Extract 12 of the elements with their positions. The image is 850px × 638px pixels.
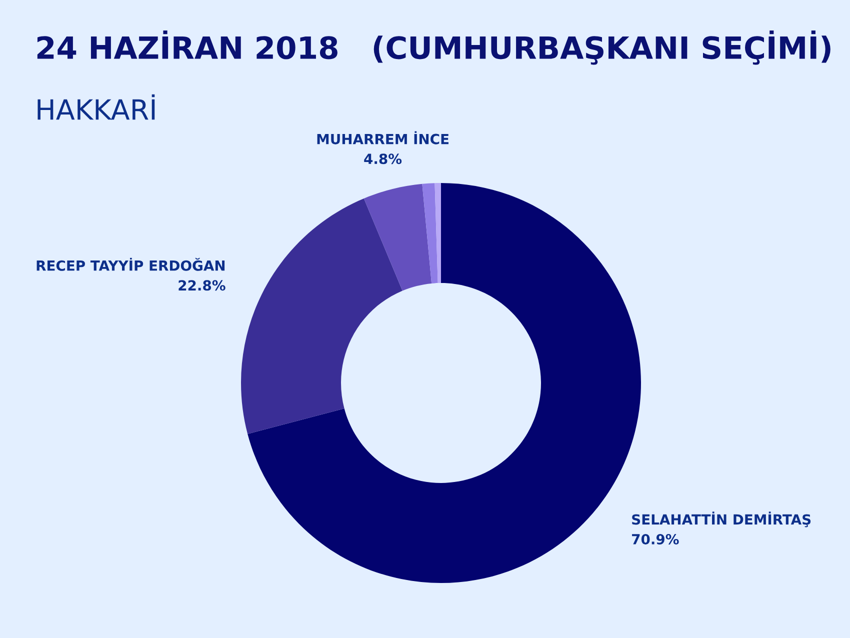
donut-slice (241, 198, 402, 434)
chart-title: 24 HAZİRAN 2018 (CUMHURBAŞKANI SEÇİMİ) (37, 30, 830, 65)
data-label: 22.8% (178, 280, 226, 291)
slice-label: SELAHATTİN DEMİRTAŞ (632, 512, 811, 528)
donut-slice (422, 183, 438, 284)
chart-subtitle: HAKKARİ (38, 94, 155, 120)
slice-label: MUHARREM İNCE (317, 131, 448, 144)
donut-slice (434, 183, 441, 284)
slice-label: RECEP TAYYİP ERDOĞAN (36, 258, 225, 271)
donut-slice (364, 184, 432, 291)
data-label: 70.9% (632, 534, 679, 544)
data-label: 4.8% (364, 154, 402, 164)
